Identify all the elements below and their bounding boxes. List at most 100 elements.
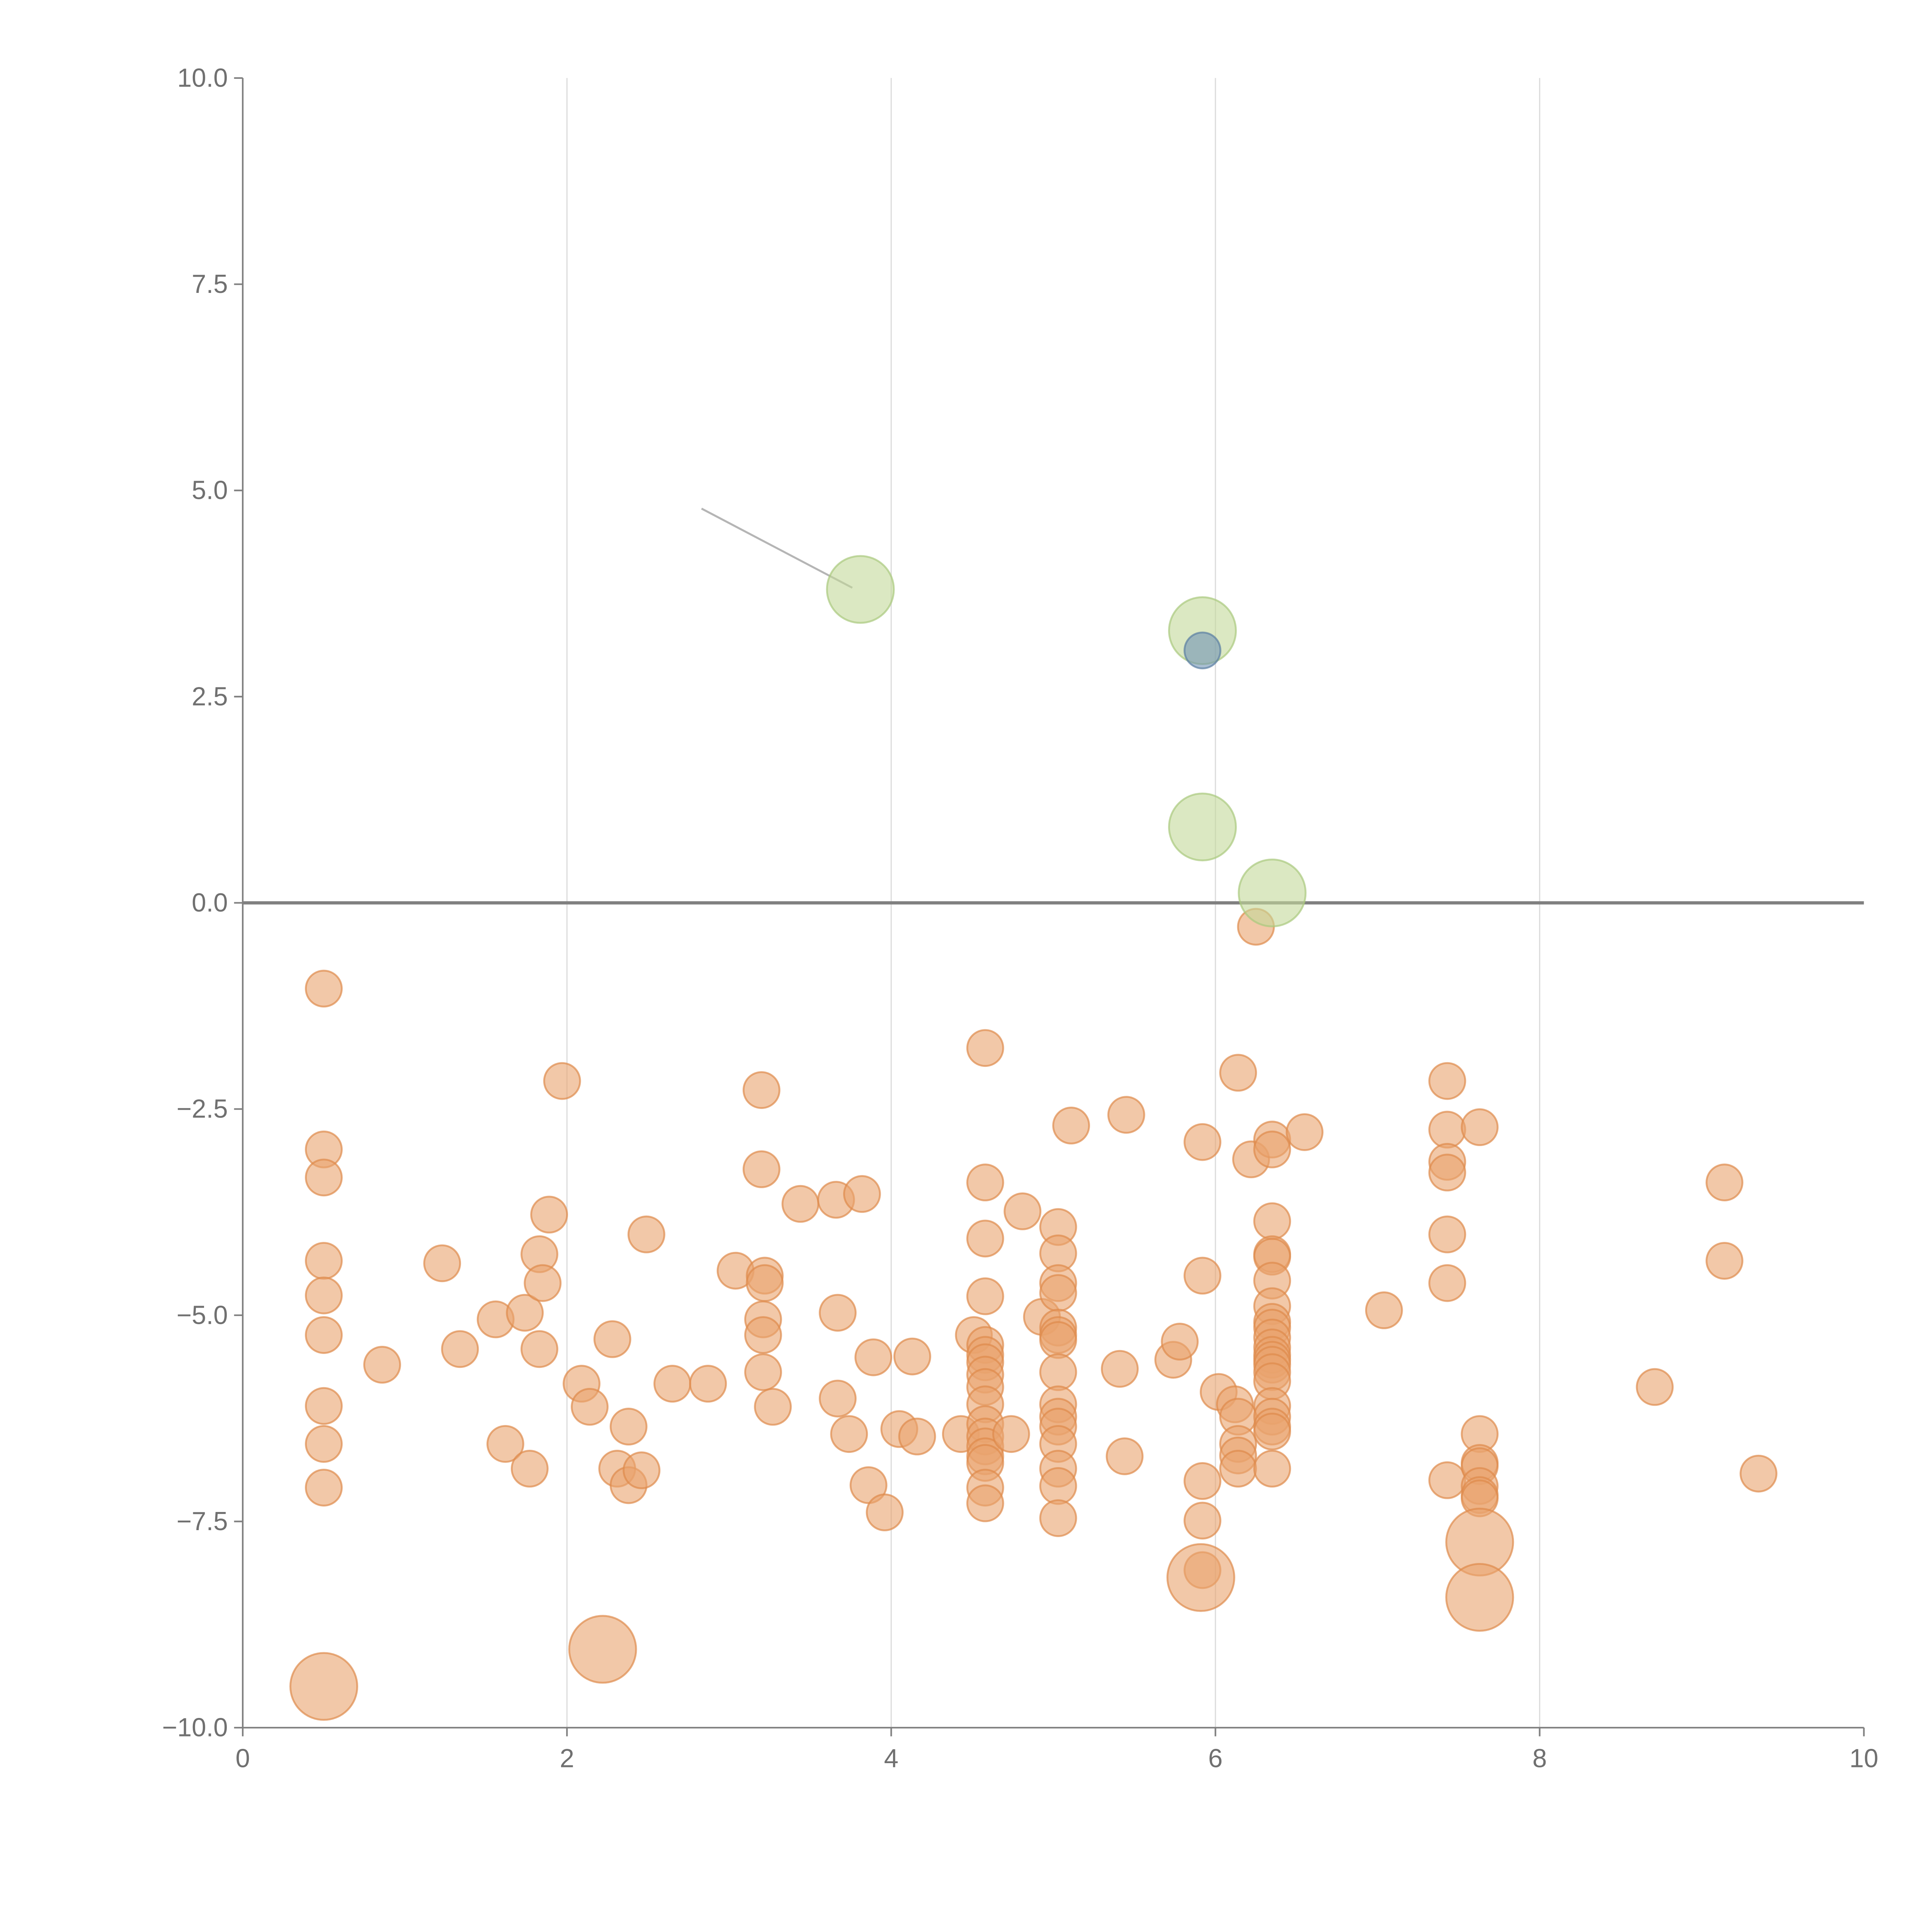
orange-data-point bbox=[1253, 1412, 1291, 1451]
orange-data-point bbox=[1428, 1111, 1466, 1149]
orange-data-point bbox=[423, 1244, 461, 1282]
orange-data-point bbox=[1428, 1153, 1466, 1192]
orange-data-point bbox=[781, 1185, 820, 1223]
orange-data-point bbox=[746, 1264, 784, 1302]
orange-data-point bbox=[1161, 1323, 1199, 1361]
x-tick-label: 10 bbox=[1849, 1744, 1878, 1773]
orange-data-point bbox=[966, 1277, 1004, 1315]
orange-data-point bbox=[1706, 1242, 1743, 1280]
orange-data-point bbox=[510, 1450, 549, 1488]
orange-data-point bbox=[1428, 1215, 1466, 1253]
orange-data-point bbox=[1039, 1499, 1077, 1537]
y-tick-label: 10.0 bbox=[177, 63, 228, 92]
orange-data-point bbox=[1039, 1353, 1077, 1391]
orange-data-point bbox=[305, 969, 343, 1008]
annotation-leader-line bbox=[701, 507, 853, 589]
y-tick-label: −2.5 bbox=[177, 1095, 228, 1124]
orange-data-point bbox=[1461, 1108, 1499, 1146]
orange-data-point bbox=[609, 1408, 648, 1446]
annotations bbox=[701, 507, 853, 589]
x-tick-label: 8 bbox=[1532, 1744, 1547, 1773]
orange-data-point bbox=[1253, 1202, 1291, 1240]
orange-data-point bbox=[506, 1294, 544, 1332]
orange-data-point bbox=[966, 1029, 1004, 1067]
orange-data-point bbox=[742, 1071, 781, 1109]
orange-data-point bbox=[1039, 1321, 1077, 1359]
y-tick-label: 2.5 bbox=[192, 682, 228, 711]
orange-data-point bbox=[966, 1163, 1004, 1202]
orange-data-point bbox=[441, 1330, 479, 1368]
orange-large-data-point bbox=[289, 1652, 358, 1721]
orange-data-point bbox=[843, 1175, 881, 1213]
y-tick-label: 0.0 bbox=[192, 888, 228, 917]
orange-data-point bbox=[1052, 1107, 1090, 1145]
orange-large-data-point bbox=[1445, 1563, 1514, 1632]
orange-data-point bbox=[1428, 1461, 1466, 1499]
orange-data-point bbox=[893, 1337, 931, 1376]
orange-data-point bbox=[744, 1316, 782, 1354]
orange-data-point bbox=[1003, 1192, 1042, 1230]
orange-data-point bbox=[305, 1387, 343, 1425]
y-tick-label: 7.5 bbox=[192, 270, 228, 299]
orange-data-point bbox=[305, 1242, 343, 1280]
y-tick-label: 5.0 bbox=[192, 476, 228, 505]
orange-data-point bbox=[966, 1484, 1004, 1522]
orange-large-data-point bbox=[568, 1615, 637, 1684]
orange-data-point bbox=[571, 1388, 609, 1426]
orange-data-point bbox=[1428, 1062, 1466, 1100]
orange-data-point bbox=[1039, 1274, 1077, 1312]
orange-data-point bbox=[1365, 1291, 1403, 1329]
orange-data-point bbox=[1253, 1130, 1291, 1168]
orange-data-point bbox=[1636, 1368, 1674, 1406]
orange-data-point bbox=[1740, 1454, 1777, 1493]
orange-data-point bbox=[1286, 1113, 1324, 1151]
orange-data-point bbox=[1184, 1257, 1221, 1295]
orange-data-point bbox=[1101, 1350, 1139, 1388]
orange-data-point bbox=[1105, 1437, 1144, 1475]
x-tick-label: 0 bbox=[235, 1744, 250, 1773]
orange-data-point bbox=[1107, 1096, 1145, 1134]
orange-data-point bbox=[305, 1158, 343, 1197]
orange-data-point bbox=[628, 1215, 665, 1253]
orange-data-point bbox=[305, 1316, 343, 1354]
x-tick-label: 6 bbox=[1208, 1744, 1223, 1773]
orange-data-point bbox=[520, 1330, 558, 1368]
orange-data-point bbox=[524, 1264, 562, 1302]
orange-data-point bbox=[305, 1425, 343, 1463]
orange-data-point bbox=[653, 1365, 691, 1403]
y-ticks: 10.0 7.5 5.0 2.5 0.0 −2.5 −5.0 −7.5 −10.0 bbox=[162, 63, 243, 1742]
orange-data-point bbox=[1253, 1450, 1291, 1488]
y-tick-label: −7.5 bbox=[177, 1507, 228, 1536]
y-tick-label: −5.0 bbox=[177, 1301, 228, 1330]
orange-data-point bbox=[1706, 1163, 1743, 1202]
orange-data-point bbox=[966, 1219, 1004, 1258]
orange-data-point bbox=[898, 1417, 936, 1456]
x-ticks: 0 2 4 6 8 10 bbox=[235, 1728, 1878, 1773]
orange-data-point bbox=[593, 1320, 631, 1358]
orange-data-point bbox=[689, 1365, 727, 1403]
data-points bbox=[289, 555, 1777, 1721]
orange-data-point bbox=[363, 1346, 401, 1384]
orange-data-point bbox=[819, 1294, 857, 1332]
orange-data-point bbox=[992, 1415, 1030, 1453]
orange-data-point bbox=[622, 1451, 661, 1490]
orange-data-point bbox=[744, 1353, 782, 1391]
orange-data-point bbox=[866, 1493, 904, 1531]
y-tick-label: −10.0 bbox=[162, 1713, 228, 1742]
orange-data-point bbox=[305, 1469, 343, 1507]
blue-data-point bbox=[1184, 631, 1221, 670]
x-tick-label: 4 bbox=[884, 1744, 898, 1773]
orange-data-point bbox=[1184, 1462, 1221, 1500]
orange-data-point bbox=[1039, 1467, 1077, 1505]
orange-data-point bbox=[1184, 1502, 1221, 1540]
orange-data-point bbox=[1184, 1123, 1221, 1161]
orange-data-point bbox=[1219, 1450, 1257, 1488]
green-data-point bbox=[1238, 858, 1307, 927]
green-data-point bbox=[826, 555, 895, 624]
green-data-point bbox=[1168, 793, 1237, 862]
orange-data-point bbox=[754, 1388, 792, 1426]
x-tick-label: 2 bbox=[560, 1744, 574, 1773]
orange-data-point bbox=[1219, 1054, 1257, 1092]
orange-data-point bbox=[486, 1425, 524, 1463]
